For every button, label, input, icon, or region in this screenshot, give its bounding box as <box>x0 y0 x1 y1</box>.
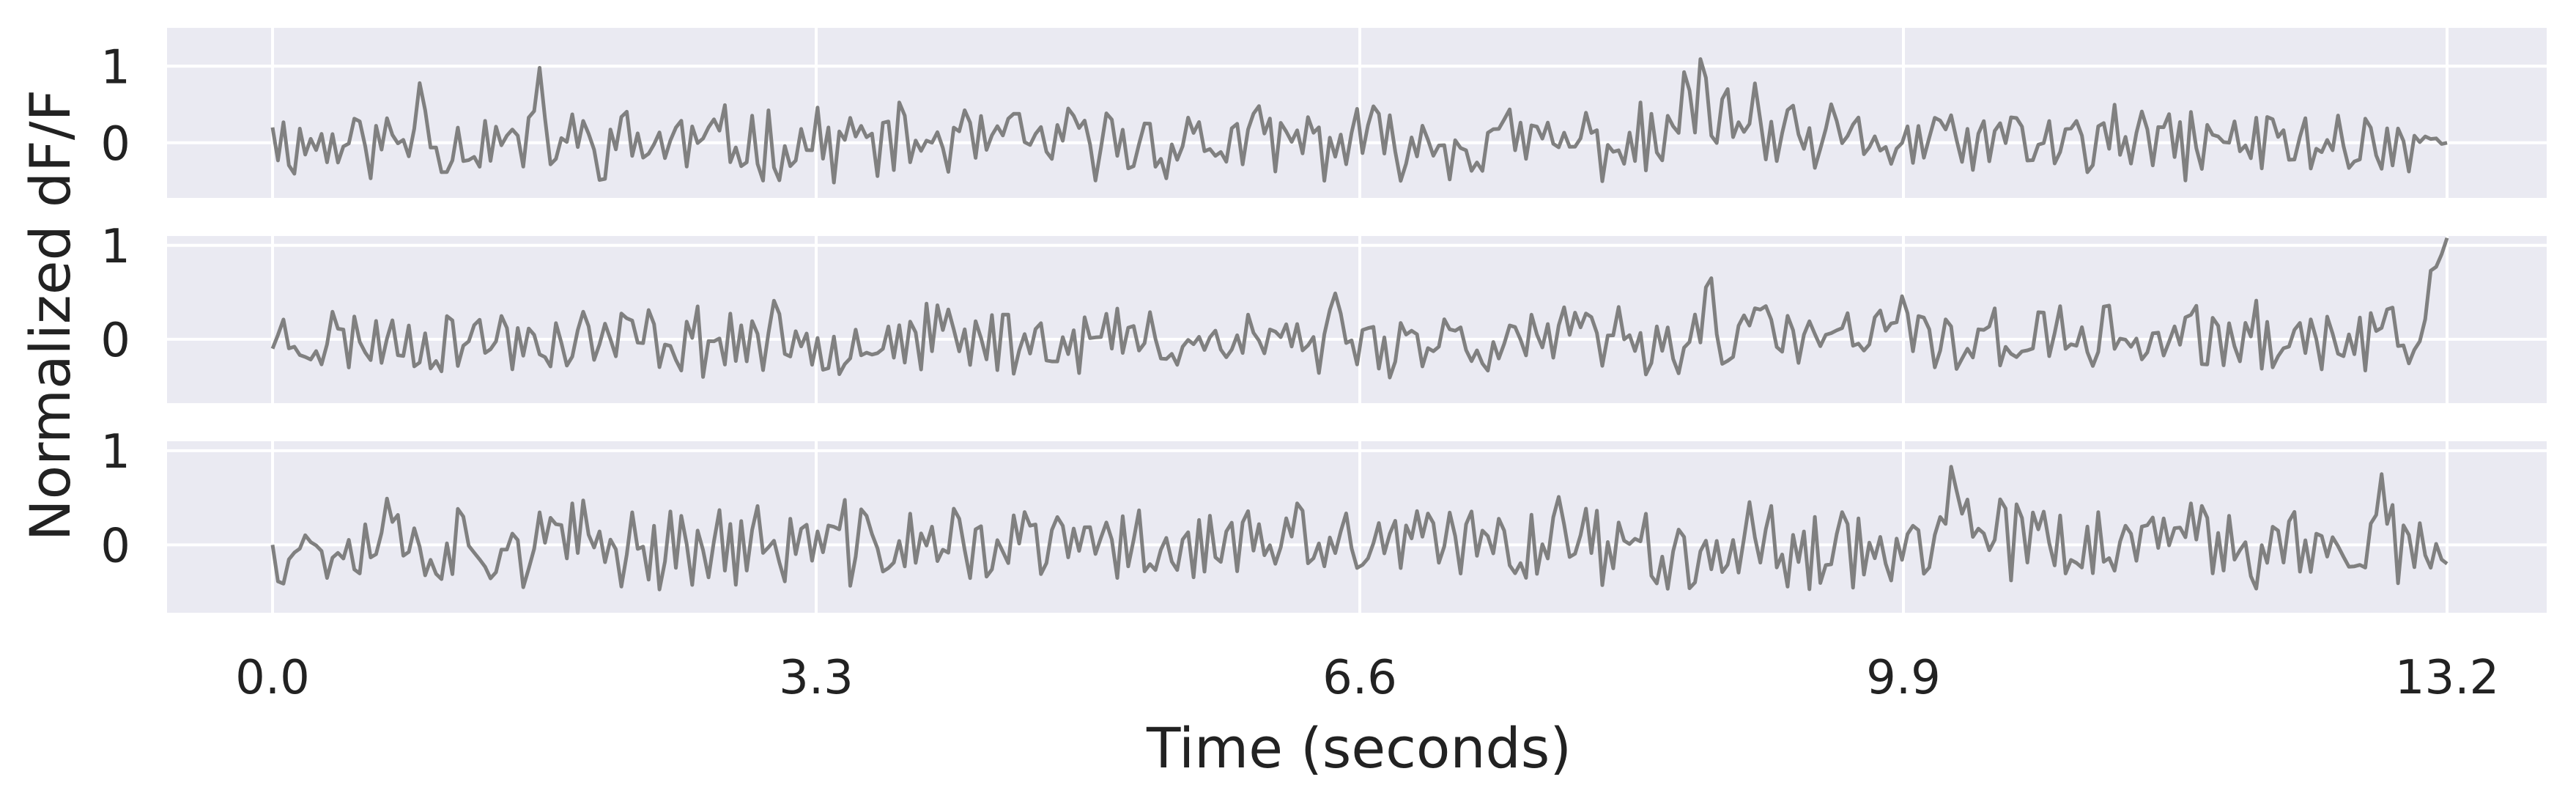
y-tick-label: 1 <box>100 425 130 479</box>
y-tick-label: 1 <box>100 220 130 274</box>
panel-2: 01 <box>100 220 2547 403</box>
y-tick-label: 1 <box>100 40 130 95</box>
panel-background <box>167 441 2547 613</box>
y-tick-label: 0 <box>100 519 130 573</box>
x-tick-label: 6.6 <box>1322 651 1397 705</box>
trace-line-2 <box>270 237 2449 380</box>
y-tick-label: 0 <box>100 314 130 368</box>
panel-3: 01 <box>100 425 2547 613</box>
trace-line-3 <box>270 465 2449 592</box>
x-tick-label: 13.2 <box>2395 651 2500 705</box>
y-tick-label: 0 <box>100 117 130 172</box>
trace-line-1 <box>270 57 2448 185</box>
x-tick-label: 3.3 <box>779 651 854 705</box>
x-tick-label: 0.0 <box>235 651 310 705</box>
y-axis-title: Normalized dF/F <box>18 89 83 541</box>
panel-background <box>167 236 2547 403</box>
x-tick-labels: 0.0 3.3 6.6 9.9 13.2 <box>235 651 2499 705</box>
x-axis-title: Time (seconds) <box>1146 715 1572 781</box>
panel-1: 01 <box>100 28 2547 198</box>
x-tick-label: 9.9 <box>1866 651 1941 705</box>
